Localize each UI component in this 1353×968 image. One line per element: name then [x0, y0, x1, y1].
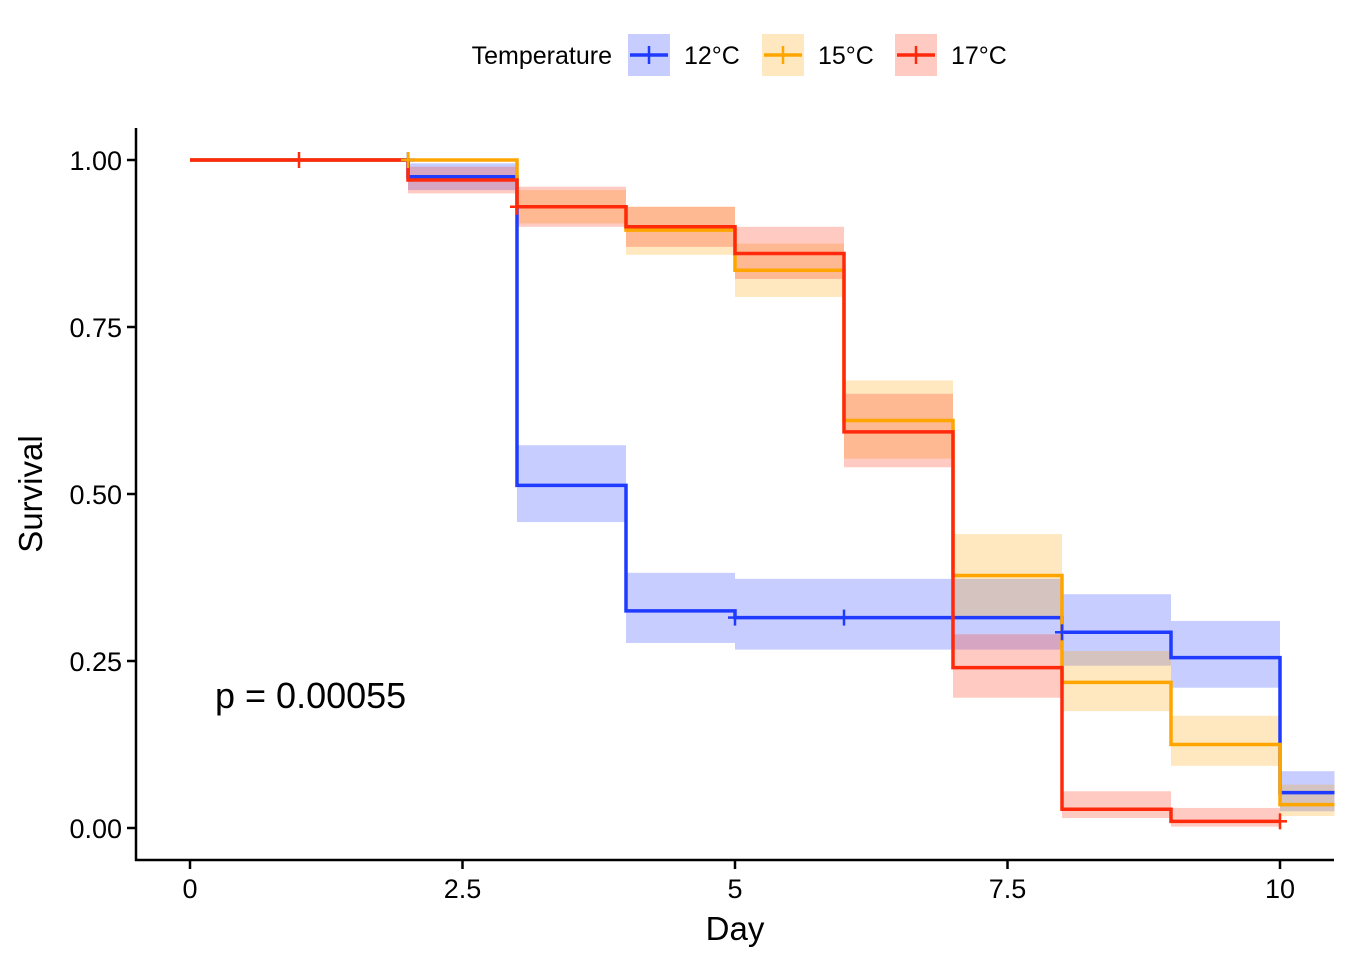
confidence-band-12C — [1062, 594, 1171, 666]
legend-label-12C: 12°C — [684, 42, 740, 70]
survival-curve-12C — [190, 158, 1335, 795]
censor-mark-17C — [1273, 813, 1287, 830]
y-ticks: 0.00 0.25 0.50 0.75 1.00 — [69, 146, 136, 844]
confidence-band-15C — [1171, 715, 1280, 766]
x-tick-label: 7.5 — [989, 874, 1027, 904]
confidence-band-12C — [953, 578, 1062, 650]
x-tick-label: 0 — [182, 874, 197, 904]
confidence-band-12C — [626, 572, 735, 643]
y-tick-label: 0.75 — [69, 313, 122, 343]
legend-title: Temperature — [472, 42, 612, 70]
legend-key-15C — [762, 34, 804, 76]
legend: Temperature 12°C 15°C 17°C — [472, 34, 1007, 76]
censor-mark-12C — [837, 609, 851, 626]
y-axis-title: Survival — [12, 435, 49, 552]
censor-mark-12C — [728, 609, 742, 626]
confidence-band-15C — [1280, 784, 1335, 816]
y-tick-label: 1.00 — [69, 146, 122, 176]
confidence-band-12C — [1171, 620, 1280, 688]
legend-label-17C: 17°C — [951, 42, 1007, 70]
p-value-annotation: p = 0.00055 — [215, 675, 406, 716]
y-tick-label: 0.00 — [69, 814, 122, 844]
x-tick-label: 5 — [727, 874, 742, 904]
confidence-band-17C — [1171, 807, 1280, 827]
censor-mark-15C — [401, 152, 415, 168]
x-tick-label: 10 — [1265, 874, 1295, 904]
x-axis-title: Day — [706, 910, 765, 947]
legend-key-12C — [628, 34, 670, 76]
censor-marks — [292, 152, 1287, 830]
censor-mark-17C — [292, 152, 306, 168]
x-tick-label: 2.5 — [444, 874, 482, 904]
axes: 0 2.5 5 7.5 10 0.00 0.25 0.50 0.75 1.00 — [69, 128, 1334, 904]
confidence-band-17C — [1062, 791, 1171, 818]
survival-curve-17C — [190, 158, 1280, 824]
censor-mark-17C — [510, 198, 524, 215]
legend-key-17C — [895, 34, 937, 76]
censor-mark-12C — [1055, 624, 1069, 641]
y-tick-label: 0.25 — [69, 647, 122, 677]
confidence-band-12C — [844, 578, 953, 650]
y-tick-label: 0.50 — [69, 480, 122, 510]
survival-curves — [190, 158, 1335, 824]
legend-label-15C: 15°C — [818, 42, 874, 70]
confidence-band-12C — [735, 578, 844, 650]
confidence-bands — [408, 163, 1335, 827]
x-ticks: 0 2.5 5 7.5 10 — [182, 860, 1295, 904]
